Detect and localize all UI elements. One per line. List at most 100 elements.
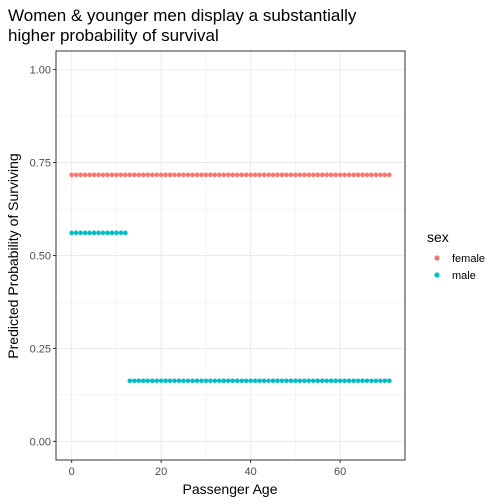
y-tick-label: 0.00 bbox=[30, 436, 51, 448]
male-point bbox=[329, 379, 334, 384]
male-point bbox=[275, 379, 280, 384]
male-point bbox=[248, 379, 253, 384]
female-point bbox=[298, 173, 303, 178]
female-point bbox=[186, 173, 191, 178]
female-point bbox=[145, 173, 150, 178]
male-point bbox=[168, 379, 173, 384]
legend-key-male bbox=[434, 272, 439, 277]
female-point bbox=[110, 173, 115, 178]
male-point bbox=[199, 379, 204, 384]
female-point bbox=[329, 173, 334, 178]
female-point bbox=[347, 173, 352, 178]
female-point bbox=[123, 173, 128, 178]
female-point bbox=[74, 173, 79, 178]
male-point bbox=[374, 379, 379, 384]
male-point bbox=[239, 379, 244, 384]
female-point bbox=[351, 173, 356, 178]
female-point bbox=[168, 173, 173, 178]
female-point bbox=[136, 173, 141, 178]
male-point bbox=[123, 231, 128, 236]
x-tick-label: 20 bbox=[155, 466, 167, 478]
male-point bbox=[204, 379, 209, 384]
female-point bbox=[262, 173, 267, 178]
male-point bbox=[101, 231, 106, 236]
plot-panel bbox=[56, 51, 405, 460]
female-point bbox=[213, 173, 218, 178]
legend: sex female male bbox=[427, 229, 485, 282]
male-point bbox=[92, 231, 97, 236]
female-point bbox=[230, 173, 235, 178]
x-axis-label: Passenger Age bbox=[183, 481, 278, 497]
female-point bbox=[342, 173, 347, 178]
male-point bbox=[186, 379, 191, 384]
male-point bbox=[266, 379, 271, 384]
female-point bbox=[378, 173, 383, 178]
female-point bbox=[289, 173, 294, 178]
female-point bbox=[181, 173, 186, 178]
male-point bbox=[324, 379, 329, 384]
male-point bbox=[87, 231, 92, 236]
female-point bbox=[132, 173, 137, 178]
female-point bbox=[96, 173, 101, 178]
male-point bbox=[159, 379, 164, 384]
female-point bbox=[248, 173, 253, 178]
female-point bbox=[150, 173, 155, 178]
male-point bbox=[154, 379, 159, 384]
male-point bbox=[365, 379, 370, 384]
female-point bbox=[105, 173, 110, 178]
male-point bbox=[315, 379, 320, 384]
female-point bbox=[92, 173, 97, 178]
female-point bbox=[69, 173, 74, 178]
female-point bbox=[235, 173, 240, 178]
male-point bbox=[298, 379, 303, 384]
male-point bbox=[128, 379, 133, 384]
female-point bbox=[315, 173, 320, 178]
male-point bbox=[351, 379, 356, 384]
male-point bbox=[271, 379, 276, 384]
male-point bbox=[293, 379, 298, 384]
y-axis-ticks: 0.00 0.25 0.50 0.75 1.00 bbox=[30, 65, 56, 449]
male-point bbox=[244, 379, 249, 384]
male-point bbox=[208, 379, 213, 384]
male-point bbox=[136, 379, 141, 384]
y-tick-label: 0.75 bbox=[30, 158, 51, 170]
female-point bbox=[365, 173, 370, 178]
female-point bbox=[257, 173, 262, 178]
male-point bbox=[226, 379, 231, 384]
male-point bbox=[342, 379, 347, 384]
male-point bbox=[235, 379, 240, 384]
male-point bbox=[230, 379, 235, 384]
male-point bbox=[257, 379, 262, 384]
female-point bbox=[307, 173, 312, 178]
male-point bbox=[262, 379, 267, 384]
male-point bbox=[195, 379, 200, 384]
female-point bbox=[177, 173, 182, 178]
male-point bbox=[114, 231, 119, 236]
female-point bbox=[195, 173, 200, 178]
female-point bbox=[333, 173, 338, 178]
male-point bbox=[141, 379, 146, 384]
male-point bbox=[74, 231, 79, 236]
female-point bbox=[190, 173, 195, 178]
female-point bbox=[253, 173, 258, 178]
male-point bbox=[150, 379, 155, 384]
y-tick-label: 0.50 bbox=[30, 251, 51, 263]
chart-title-line-2: higher probability of survival bbox=[8, 26, 219, 45]
x-axis-ticks: 0 20 40 60 bbox=[69, 460, 347, 478]
female-point bbox=[226, 173, 231, 178]
male-point bbox=[177, 379, 182, 384]
legend-label-female: female bbox=[452, 253, 485, 265]
female-point bbox=[244, 173, 249, 178]
female-point bbox=[239, 173, 244, 178]
female-point bbox=[387, 173, 392, 178]
male-point bbox=[83, 231, 88, 236]
female-point bbox=[114, 173, 119, 178]
male-point bbox=[213, 379, 218, 384]
male-point bbox=[181, 379, 186, 384]
male-point bbox=[78, 231, 83, 236]
male-point bbox=[119, 231, 124, 236]
female-point bbox=[141, 173, 146, 178]
male-point bbox=[383, 379, 388, 384]
y-axis-label: Predicted Probability of Surviving bbox=[5, 153, 21, 358]
